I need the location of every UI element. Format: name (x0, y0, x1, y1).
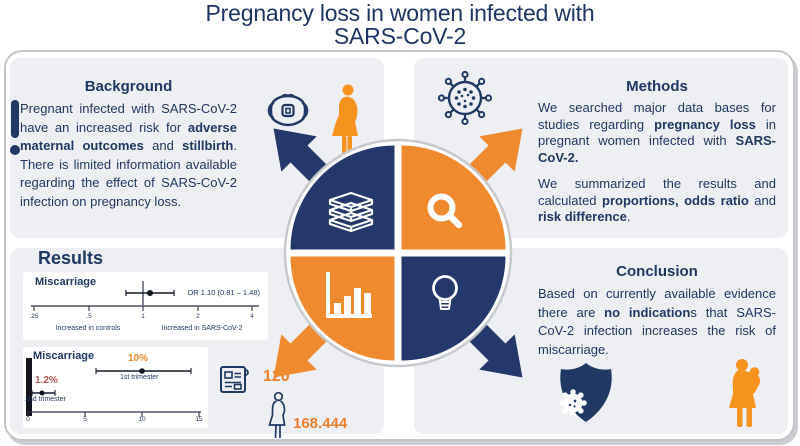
plot1-tick: .25 (29, 313, 39, 320)
background-heading: Background (84, 78, 173, 95)
plot2-tick: 10 (138, 416, 146, 423)
title-line-2: SARS-CoV-2 (333, 23, 467, 49)
first-trimester-rate: 10% (128, 353, 149, 364)
methods-section: Methods We searched major data bases for… (414, 58, 788, 238)
plot2-tick: 0 (26, 416, 30, 423)
shield-with-virus-icon (559, 363, 612, 422)
plot2-tick: 5 (83, 416, 87, 423)
plot2-title: Miscarriage (33, 350, 95, 362)
second-trimester-rate: 1.2% (35, 375, 58, 386)
second-trimester-label: 2nd trimester (25, 396, 66, 403)
plot1-title: Miscarriage (35, 276, 97, 288)
results-heading: Results (38, 248, 104, 268)
conclusion-section: Conclusion Based on currently available … (414, 248, 788, 434)
participants-count: 168.444 (293, 415, 348, 432)
conclusion-heading: Conclusion (616, 263, 698, 280)
infographic-panel: Background Pregnant infected with SARS-C… (4, 50, 795, 441)
mother-with-baby-icon (729, 359, 760, 427)
plot1-tick: .5 (86, 313, 92, 320)
plot2-tick: 15 (195, 416, 203, 423)
background-text: Pregnant infected with SARS-CoV-2 have a… (20, 101, 237, 209)
conclusion-text: Based on currently available evidence th… (538, 286, 776, 357)
methods-heading: Methods (626, 78, 688, 95)
plot1-tick: 1 (141, 313, 145, 320)
exclamation-icon (10, 100, 20, 155)
first-trimester-label: 1st trimester (120, 374, 159, 381)
methods-text-2: We summarized the results and calculated… (538, 176, 776, 224)
coronavirus-icon (437, 70, 493, 126)
pregnant-woman-icon (332, 84, 358, 153)
background-section: Background Pregnant infected with SARS-C… (10, 58, 384, 238)
pregnant-woman-outline-icon (268, 392, 286, 439)
methods-text-1: We searched major data bases for studies… (538, 100, 777, 165)
page-title: Pregnancy loss in women infected with SA… (0, 2, 800, 48)
plot1-graphic (31, 281, 259, 311)
forest-plot-odds-ratio: Miscarriage OR 1.10 (0.81 – 1.48) .25 (23, 272, 268, 340)
axis-label-controls: Increased in controls (55, 325, 121, 332)
results-section: Results Miscarriage OR 1 (10, 248, 384, 439)
axis-label-sarscov2: Increased in SARS-CoV-2 (161, 325, 243, 332)
plot2-graphic (26, 358, 201, 417)
odds-ratio-annotation: OR 1.10 (0.81 – 1.48) (187, 288, 260, 297)
face-mask-icon (267, 93, 309, 127)
newspaper-icon (220, 366, 249, 393)
forest-plot-proportions: Miscarriage 10% (23, 347, 208, 428)
title-line-1: Pregnancy loss in women infected with (205, 0, 595, 26)
plot1-tick: 2 (196, 313, 200, 320)
plot1-tick: 4 (250, 313, 254, 320)
included-studies-count: 120 (263, 368, 290, 385)
